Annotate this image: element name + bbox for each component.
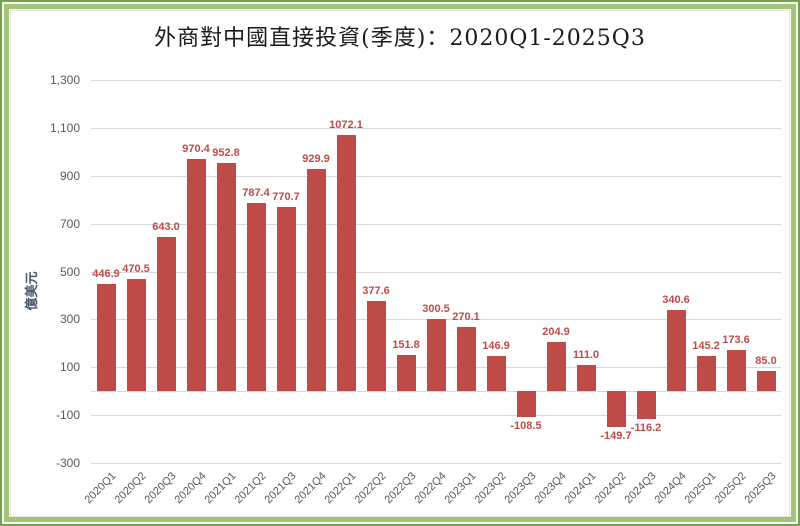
y-axis-tick-label: 700 bbox=[59, 216, 80, 231]
bar-2024Q1 bbox=[576, 364, 596, 392]
bar-2021Q4 bbox=[306, 168, 326, 392]
data-label: 85.0 bbox=[755, 354, 777, 367]
bar-2022Q2 bbox=[366, 300, 386, 392]
data-label: -149.7 bbox=[600, 430, 632, 443]
bar-2020Q2 bbox=[126, 278, 146, 392]
bar-2023Q3 bbox=[516, 391, 536, 418]
y-axis-tick-label: 1,100 bbox=[49, 120, 80, 135]
bar-2020Q3 bbox=[156, 237, 176, 392]
bar-2021Q1 bbox=[216, 163, 236, 392]
data-label: 300.5 bbox=[422, 303, 450, 316]
data-label: 145.2 bbox=[692, 340, 720, 353]
data-label: 470.5 bbox=[122, 262, 150, 275]
bar-2022Q1 bbox=[336, 134, 356, 392]
x-axis-line bbox=[91, 391, 781, 393]
bar-2023Q2 bbox=[486, 356, 506, 392]
bar-2024Q3 bbox=[636, 391, 656, 419]
chart-box bbox=[10, 10, 790, 517]
bar-2023Q1 bbox=[456, 326, 476, 392]
bar-2025Q1 bbox=[696, 356, 716, 392]
bar-2022Q4 bbox=[426, 319, 446, 392]
bar-2024Q4 bbox=[666, 309, 686, 392]
bar-2021Q3 bbox=[276, 206, 296, 392]
gridline bbox=[91, 271, 781, 273]
y-axis-tick-label: 500 bbox=[59, 264, 80, 279]
bar-2020Q4 bbox=[186, 158, 206, 392]
data-label: 952.8 bbox=[212, 147, 240, 160]
bar-2021Q2 bbox=[246, 202, 266, 392]
data-label: 377.6 bbox=[362, 284, 390, 297]
y-axis-tick-label: 300 bbox=[59, 312, 80, 327]
y-axis-tick-label: -100 bbox=[55, 408, 80, 423]
data-label: 204.9 bbox=[542, 326, 570, 339]
data-label: 787.4 bbox=[242, 186, 270, 199]
y-axis-tick-label: 100 bbox=[59, 360, 80, 375]
bar-2024Q2 bbox=[606, 391, 626, 428]
gridline bbox=[91, 415, 781, 417]
data-label: 770.7 bbox=[272, 190, 300, 203]
gridline bbox=[91, 175, 781, 177]
data-label: 111.0 bbox=[572, 348, 600, 361]
data-label: 270.1 bbox=[452, 310, 480, 323]
data-label: 929.9 bbox=[302, 152, 330, 165]
data-label: 173.6 bbox=[722, 333, 750, 346]
bar-2020Q1 bbox=[96, 284, 116, 392]
bar-2025Q3 bbox=[756, 370, 776, 392]
data-label: -108.5 bbox=[510, 420, 542, 433]
data-label: -116.2 bbox=[630, 422, 662, 434]
y-axis-tick-label: 1,300 bbox=[49, 73, 80, 87]
gridline bbox=[91, 463, 781, 464]
data-label: 643.0 bbox=[152, 221, 180, 234]
bar-2022Q3 bbox=[396, 354, 416, 392]
gridline bbox=[91, 80, 781, 81]
data-label: 970.4 bbox=[182, 142, 210, 155]
bar-2023Q4 bbox=[546, 342, 566, 392]
y-axis-tick-label: 900 bbox=[59, 168, 80, 183]
data-label: 340.6 bbox=[662, 293, 690, 306]
bar-2025Q2 bbox=[726, 349, 746, 392]
plot-area: 446.9 2020Q1 470.5 2020Q2 643.0 2020Q3 970.4 20… bbox=[82, 80, 781, 506]
data-label: 151.8 bbox=[392, 338, 420, 351]
data-label: 1072.1 bbox=[329, 118, 363, 131]
chart-title: 外商對中國直接投資(季度)：2020Q1-2025Q3 bbox=[154, 26, 646, 51]
gridline bbox=[91, 127, 781, 129]
data-label: 446.9 bbox=[92, 268, 120, 281]
data-label: 146.9 bbox=[482, 340, 510, 353]
gridline bbox=[91, 223, 781, 225]
y-axis-tick-label: -300 bbox=[55, 456, 80, 470]
